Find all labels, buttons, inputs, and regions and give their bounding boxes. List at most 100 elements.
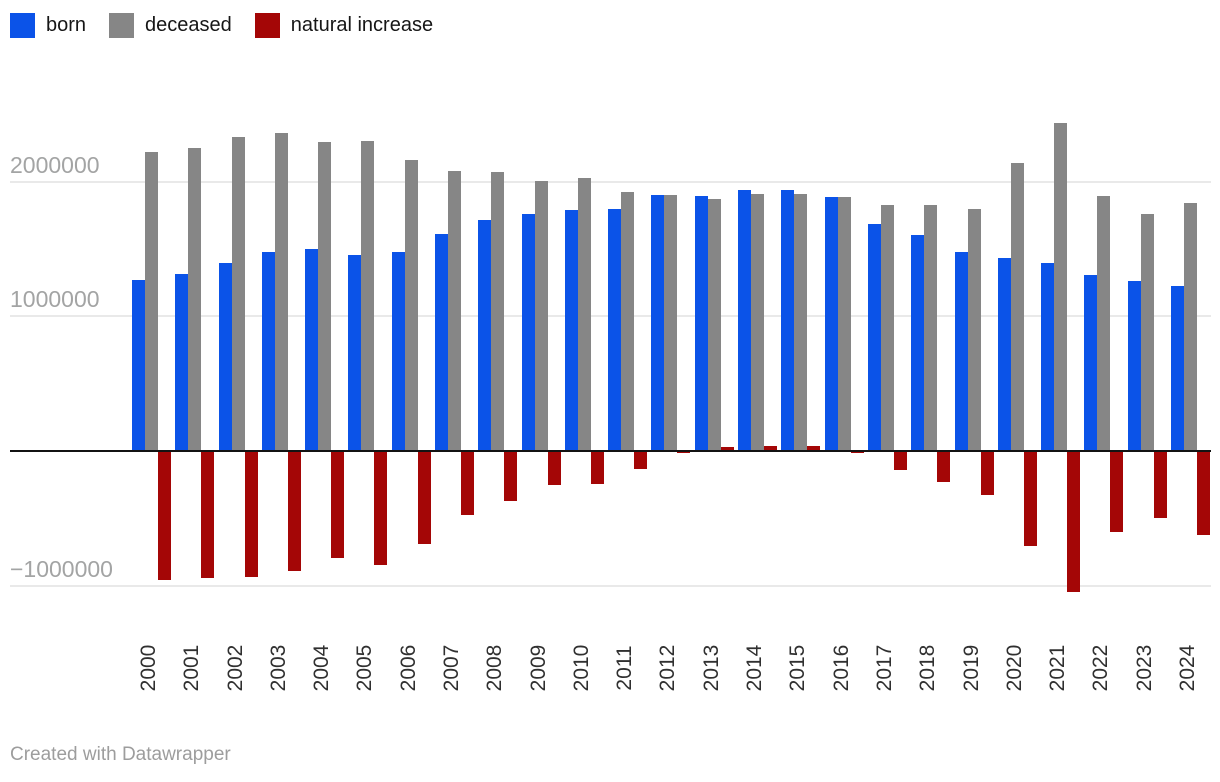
y-axis-tick-label--1000000: −1000000 xyxy=(10,556,113,582)
x-axis-baseline xyxy=(10,450,1211,452)
bar-natural-increase-2015[interactable] xyxy=(807,445,821,450)
bar-deceased-2001[interactable] xyxy=(188,147,202,450)
bar-born-2019[interactable] xyxy=(954,251,968,450)
bar-born-2010[interactable] xyxy=(564,210,578,450)
x-axis-tick-label-2004: 2004 xyxy=(310,644,334,692)
bar-deceased-2023[interactable] xyxy=(1140,214,1154,450)
bar-deceased-2021[interactable] xyxy=(1054,122,1068,450)
bar-natural-increase-2022[interactable] xyxy=(1110,452,1124,532)
bar-born-2022[interactable] xyxy=(1084,275,1098,450)
bar-deceased-2016[interactable] xyxy=(837,196,851,450)
bar-natural-increase-2004[interactable] xyxy=(331,452,345,559)
bar-natural-increase-2024[interactable] xyxy=(1196,452,1210,536)
bar-deceased-2018[interactable] xyxy=(924,204,938,450)
x-axis-tick-label-2015: 2015 xyxy=(786,644,810,692)
bar-natural-increase-2021[interactable] xyxy=(1067,452,1081,592)
bar-born-2001[interactable] xyxy=(175,274,189,450)
bar-born-2013[interactable] xyxy=(694,195,708,450)
bar-born-2004[interactable] xyxy=(305,248,319,450)
bar-born-2006[interactable] xyxy=(391,251,405,450)
bar-deceased-2009[interactable] xyxy=(534,180,548,450)
x-axis-tick-label-2022: 2022 xyxy=(1089,644,1113,692)
bar-born-2020[interactable] xyxy=(997,257,1011,450)
bar-born-2009[interactable] xyxy=(521,213,535,450)
bar-natural-increase-2020[interactable] xyxy=(1023,452,1037,547)
bar-born-2005[interactable] xyxy=(348,254,362,450)
bar-deceased-2007[interactable] xyxy=(448,171,462,450)
bar-natural-increase-2006[interactable] xyxy=(417,452,431,545)
x-axis-tick-label-2003: 2003 xyxy=(266,644,290,692)
bar-born-2008[interactable] xyxy=(478,220,492,450)
bar-born-2007[interactable] xyxy=(435,234,449,450)
x-axis-tick-label-2006: 2006 xyxy=(396,644,420,692)
x-axis-tick-label-2011: 2011 xyxy=(613,645,637,691)
bar-deceased-2003[interactable] xyxy=(274,132,288,450)
bar-natural-increase-2018[interactable] xyxy=(937,452,951,483)
bar-deceased-2024[interactable] xyxy=(1183,202,1197,450)
bar-born-2014[interactable] xyxy=(738,189,752,450)
bar-natural-increase-2023[interactable] xyxy=(1153,452,1167,519)
bar-deceased-2013[interactable] xyxy=(707,199,721,450)
bar-natural-increase-2008[interactable] xyxy=(504,452,518,501)
bar-born-2017[interactable] xyxy=(867,223,881,450)
bar-born-2015[interactable] xyxy=(781,189,795,450)
bar-deceased-2010[interactable] xyxy=(577,178,591,450)
x-axis-tick-label-2001: 2001 xyxy=(180,644,204,692)
bar-born-2016[interactable] xyxy=(824,196,838,450)
bar-natural-increase-2001[interactable] xyxy=(201,452,215,579)
bar-natural-increase-2000[interactable] xyxy=(158,452,171,581)
bar-deceased-2020[interactable] xyxy=(1010,163,1024,450)
x-axis-tick-label-2016: 2016 xyxy=(829,644,853,692)
bar-born-2018[interactable] xyxy=(911,235,925,450)
x-axis-tick-label-2007: 2007 xyxy=(440,644,464,692)
bar-natural-increase-2011[interactable] xyxy=(634,452,648,470)
bar-deceased-2012[interactable] xyxy=(664,194,678,450)
bar-natural-increase-2007[interactable] xyxy=(461,452,475,516)
bar-deceased-2005[interactable] xyxy=(361,141,375,450)
bar-natural-increase-2002[interactable] xyxy=(244,452,258,578)
gridline-2000000 xyxy=(10,181,1211,183)
y-axis-tick-label-2000000: 2000000 xyxy=(10,152,100,178)
legend-item-deceased: deceased xyxy=(109,13,232,38)
bar-natural-increase-2003[interactable] xyxy=(287,452,301,572)
bar-deceased-2000[interactable] xyxy=(145,151,158,450)
bar-natural-increase-2005[interactable] xyxy=(374,452,388,566)
legend-item-natural-increase: natural increase xyxy=(254,13,434,38)
bar-deceased-2014[interactable] xyxy=(751,193,765,450)
bar-natural-increase-2013[interactable] xyxy=(720,446,734,450)
bar-deceased-2006[interactable] xyxy=(404,159,418,450)
bar-deceased-2022[interactable] xyxy=(1097,195,1111,450)
bar-born-2003[interactable] xyxy=(261,252,275,450)
bar-born-2002[interactable] xyxy=(218,262,232,450)
bar-natural-increase-2010[interactable] xyxy=(590,452,604,485)
x-axis-tick-label-2012: 2012 xyxy=(656,644,680,692)
gridline--1000000 xyxy=(10,585,1211,587)
bar-deceased-2011[interactable] xyxy=(621,191,635,450)
bar-born-2023[interactable] xyxy=(1127,280,1141,450)
legend-label-natural-increase: natural increase xyxy=(290,14,434,36)
bar-born-2024[interactable] xyxy=(1170,286,1184,450)
datawrapper-attribution-link[interactable]: Created with Datawrapper xyxy=(10,744,231,765)
bar-deceased-2002[interactable] xyxy=(231,137,245,450)
legend-swatch-deceased xyxy=(109,13,135,38)
bar-deceased-2008[interactable] xyxy=(491,171,505,450)
bar-natural-increase-2014[interactable] xyxy=(764,445,778,450)
bar-deceased-2004[interactable] xyxy=(318,142,332,450)
bar-natural-increase-2017[interactable] xyxy=(893,452,907,471)
bar-deceased-2015[interactable] xyxy=(794,194,808,450)
bar-deceased-2019[interactable] xyxy=(967,209,981,450)
x-axis-tick-label-2021: 2021 xyxy=(1046,644,1070,692)
bar-born-2000[interactable] xyxy=(132,280,145,450)
x-axis-tick-label-2000: 2000 xyxy=(137,644,160,692)
bar-born-2012[interactable] xyxy=(651,195,665,450)
x-axis-tick-label-2005: 2005 xyxy=(353,644,377,692)
bar-natural-increase-2012[interactable] xyxy=(677,452,691,453)
legend-item-born: born xyxy=(10,13,86,38)
bar-natural-increase-2019[interactable] xyxy=(980,452,994,495)
x-axis-tick-label-2009: 2009 xyxy=(526,644,550,692)
bar-natural-increase-2009[interactable] xyxy=(547,452,561,486)
bar-deceased-2017[interactable] xyxy=(880,205,894,450)
bar-born-2021[interactable] xyxy=(1041,262,1055,450)
bar-born-2011[interactable] xyxy=(608,209,622,450)
